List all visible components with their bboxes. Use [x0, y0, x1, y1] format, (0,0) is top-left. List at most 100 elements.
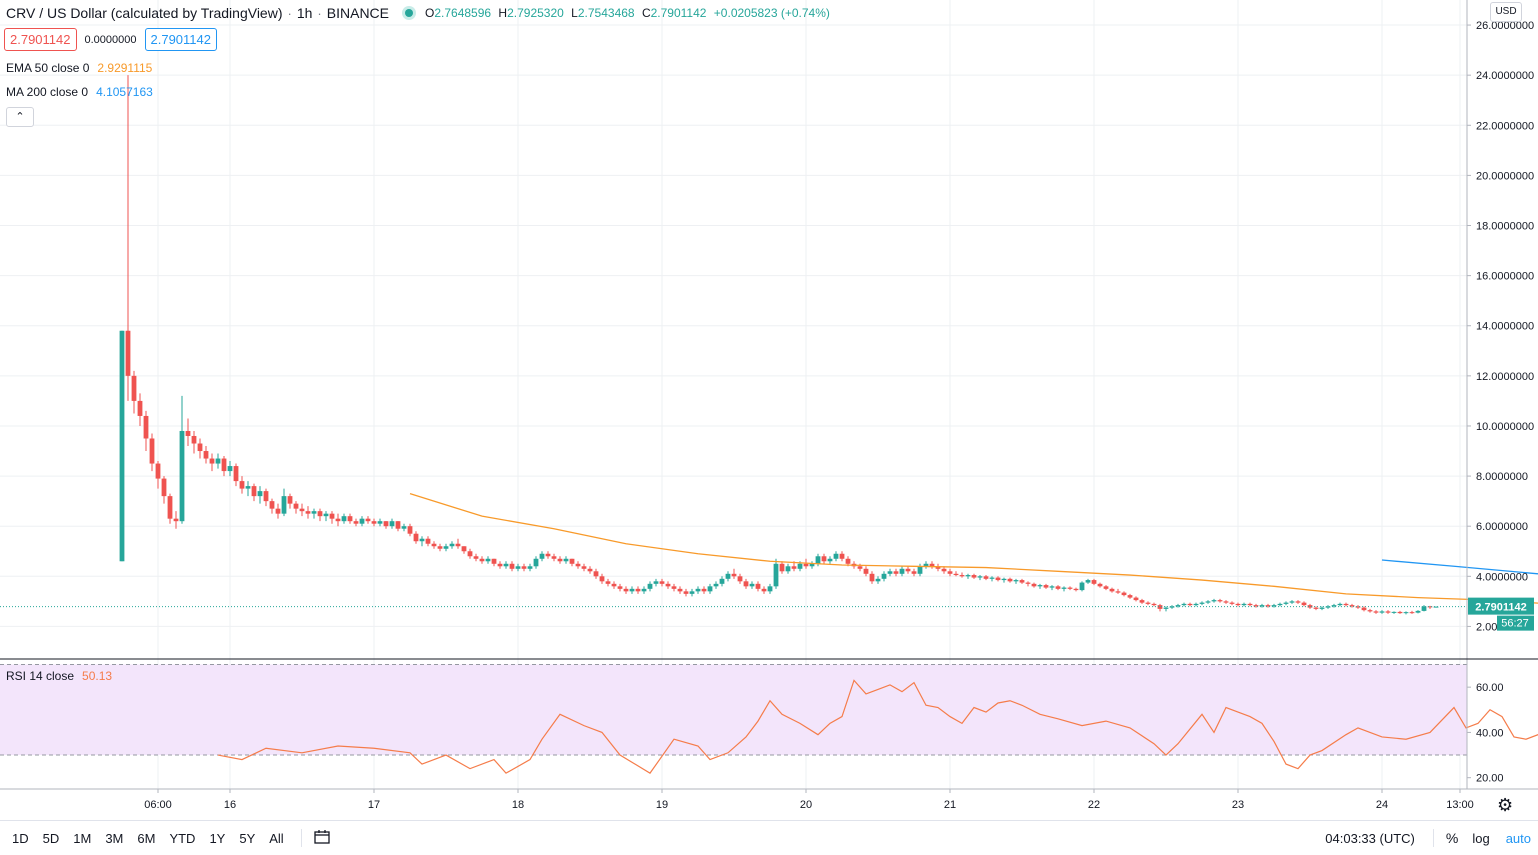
candle-body [575, 563, 581, 567]
candle-body [167, 496, 173, 519]
candle [587, 566, 593, 574]
candle [611, 581, 617, 589]
candle-body [1289, 601, 1295, 603]
candle-body [905, 568, 911, 572]
candle-body [731, 573, 737, 577]
ema-50-line [409, 493, 1538, 604]
candle [1097, 582, 1103, 588]
candle-body [293, 503, 299, 509]
percent-scale-toggle[interactable]: % [1445, 830, 1459, 846]
candle-body [803, 563, 809, 567]
currency-button[interactable]: USD [1490, 2, 1522, 22]
candle [1265, 603, 1271, 608]
log-scale-toggle[interactable]: log [1472, 830, 1490, 846]
candle [497, 561, 503, 569]
utc-clock[interactable]: 04:03:33 (UTC) [1325, 830, 1415, 846]
candle-body [707, 586, 713, 592]
candle-body [701, 588, 707, 592]
candle [677, 586, 683, 594]
auto-scale-toggle[interactable]: auto [1505, 830, 1531, 846]
candle-body [545, 553, 551, 557]
candle-body [1133, 597, 1139, 601]
candle-body [617, 586, 623, 589]
candle [1091, 578, 1097, 586]
candle [893, 568, 899, 577]
candle [305, 506, 311, 519]
rsi-legend[interactable]: RSI 14 close 50.13 [6, 669, 112, 683]
candle-body [209, 458, 215, 464]
candle-body [635, 588, 641, 592]
candle [941, 566, 947, 574]
candle-body [539, 553, 545, 559]
range-button-5y[interactable]: 5Y [239, 830, 256, 846]
candle [425, 536, 431, 547]
range-button-1y[interactable]: 1Y [209, 830, 226, 846]
candle-body [929, 563, 935, 567]
candle-body [359, 518, 365, 524]
candle-body [1097, 583, 1103, 587]
candle-body [1175, 605, 1181, 607]
candle [1391, 611, 1397, 614]
candle-body [653, 581, 659, 584]
candle-body [1265, 605, 1271, 607]
collapse-legend-button[interactable]: ⌃ [6, 107, 34, 127]
symbol-name[interactable]: CRV / US Dollar (calculated by TradingVi… [6, 5, 283, 21]
candle [1181, 602, 1187, 607]
candle [1163, 606, 1169, 612]
range-button-1d[interactable]: 1D [12, 830, 29, 846]
time-tick-label: 22 [1088, 799, 1100, 811]
candle [287, 493, 293, 509]
candle [467, 548, 473, 559]
candle [1235, 602, 1241, 607]
candle-body [773, 563, 779, 587]
range-button-all[interactable]: All [269, 830, 284, 846]
candle-body [623, 588, 629, 592]
rsi-band [0, 664, 1467, 756]
range-button-1m[interactable]: 1M [73, 830, 92, 846]
range-button-6m[interactable]: 6M [137, 830, 156, 846]
candle-body [677, 588, 683, 592]
ema-legend[interactable]: EMA 50 close 0 2.9291115 [6, 61, 152, 75]
candle-body [1013, 580, 1019, 582]
date-range-calendar-icon[interactable] [314, 829, 330, 847]
candle-body [659, 581, 665, 584]
candle-body [941, 568, 947, 572]
sell-price-button[interactable]: 2.7901142 [4, 28, 77, 51]
candle-body [647, 583, 653, 589]
candle-body [263, 491, 269, 502]
candle [329, 511, 335, 524]
chart-settings-icon[interactable]: ⚙ [1497, 795, 1514, 815]
candle [839, 551, 845, 562]
range-button-3m[interactable]: 3M [105, 830, 124, 846]
candle-body [389, 521, 395, 527]
candle [1151, 602, 1157, 607]
candle-body [1391, 611, 1397, 613]
candle [1013, 578, 1019, 584]
buy-price-button[interactable]: 2.7901142 [144, 28, 217, 51]
candle [1337, 602, 1343, 607]
range-button-5d[interactable]: 5D [42, 830, 60, 846]
candle-body [1343, 603, 1349, 606]
range-button-ytd[interactable]: YTD [169, 830, 196, 846]
time-tick-label: 23 [1232, 799, 1244, 811]
candle [1109, 587, 1115, 593]
candle [1313, 606, 1319, 611]
candle-body [551, 556, 557, 559]
candle [767, 583, 773, 594]
candle-body [815, 556, 821, 564]
candle [623, 586, 629, 594]
candle-body [1079, 582, 1085, 591]
candle [269, 498, 275, 514]
candle-body [479, 558, 485, 562]
candle-body [1001, 578, 1007, 581]
interval-label[interactable]: 1h [296, 5, 313, 21]
ma-legend[interactable]: MA 200 close 0 4.1057163 [6, 85, 153, 99]
moving-average-lines [0, 493, 1538, 608]
candle [1175, 603, 1181, 608]
price-tick-label: 16.0000000 [1476, 271, 1534, 283]
candle [641, 586, 647, 594]
ma-label: MA 200 close 0 [6, 85, 89, 99]
candle [455, 538, 461, 549]
candle [863, 566, 869, 577]
